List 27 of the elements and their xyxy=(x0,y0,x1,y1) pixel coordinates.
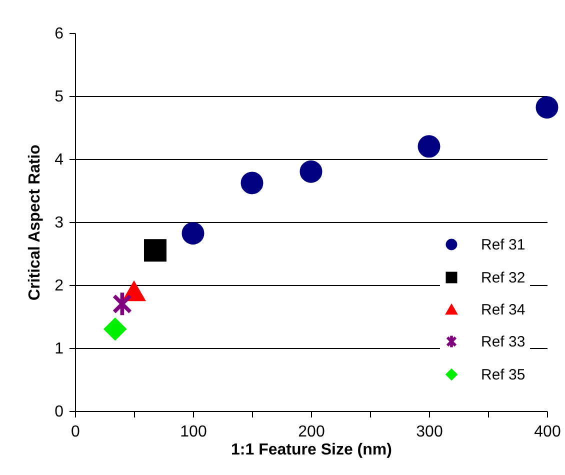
y-tick-label: 2 xyxy=(54,278,64,294)
point xyxy=(144,239,166,262)
y-tick-label: 6 xyxy=(54,26,64,42)
y-tick-label: 5 xyxy=(54,88,64,106)
legend-label: Ref 34 xyxy=(481,302,526,318)
x-tick-label: 400 xyxy=(534,424,561,440)
legend-label: Ref 35 xyxy=(481,366,526,384)
x-tick-label: 200 xyxy=(298,424,325,440)
y-tick-label: 3 xyxy=(54,214,64,232)
point xyxy=(300,160,322,183)
legend-label: Ref 33 xyxy=(481,334,526,350)
point xyxy=(182,222,204,245)
x-tick-label: 100 xyxy=(180,424,207,440)
x-axis-title: 1:1 Feature Size (nm) xyxy=(231,442,392,458)
y-tick-label: 1 xyxy=(54,340,64,358)
y-tick-label: 4 xyxy=(54,152,64,168)
x-tick-label: 300 xyxy=(416,424,443,440)
point xyxy=(536,96,558,119)
point xyxy=(240,172,264,194)
point xyxy=(104,318,126,340)
point xyxy=(418,135,440,158)
point xyxy=(113,292,132,316)
legend-label: Ref 31 xyxy=(481,236,526,254)
legend-label: Ref 32 xyxy=(481,270,526,286)
y-tick-label: 0 xyxy=(54,404,64,420)
y-axis-title: Critical Aspect Ratio xyxy=(26,144,44,300)
x-tick-label: 0 xyxy=(71,424,80,440)
